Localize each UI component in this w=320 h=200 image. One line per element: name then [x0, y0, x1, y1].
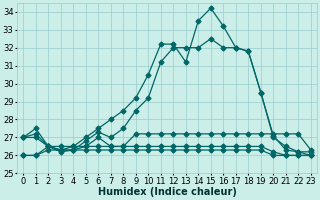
X-axis label: Humidex (Indice chaleur): Humidex (Indice chaleur)	[98, 187, 236, 197]
